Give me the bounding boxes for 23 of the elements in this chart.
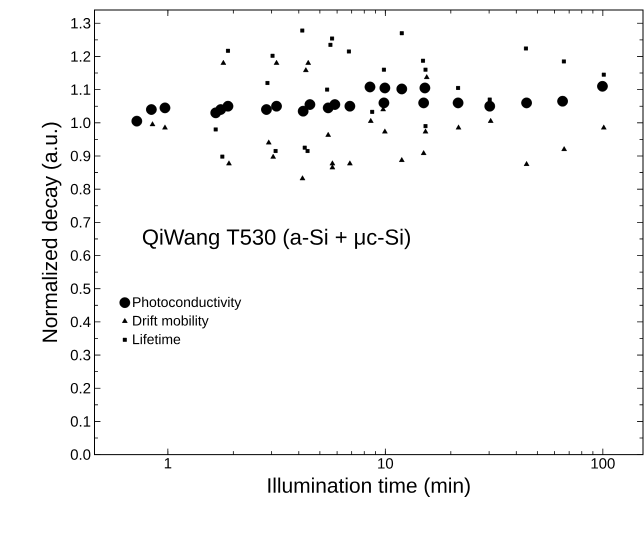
- legend-label: Drift mobility: [133, 315, 209, 328]
- y-tick-label: 0.4: [70, 316, 91, 328]
- y-tick-label: 0.7: [70, 217, 90, 228]
- y-tick-label: 0.6: [70, 250, 90, 261]
- x-tick-label: 10: [378, 458, 394, 469]
- y-tick-label: 1.2: [71, 51, 90, 62]
- x-tick-label: 100: [592, 458, 615, 469]
- y-tick-label: 1.0: [71, 118, 90, 128]
- legend-label: Photoconductivity: [133, 296, 242, 310]
- y-tick-label: 0.0: [70, 449, 90, 460]
- legend-label: Lifetime: [133, 334, 180, 344]
- annotation: QiWang T530 (a-Si + μc-Si): [142, 228, 410, 250]
- x-axis-title: Illumination time (min): [268, 478, 470, 498]
- y-tick-label: 0.8: [70, 184, 90, 194]
- y-tick-label: 0.9: [70, 150, 90, 162]
- y-tick-label: 1.1: [71, 84, 90, 95]
- y-tick-label: 0.1: [70, 416, 90, 427]
- y-tick-label: 1.3: [71, 18, 90, 29]
- x-tick-label: 1: [164, 458, 172, 468]
- y-tick-label: 0.5: [70, 283, 90, 294]
- y-tick-label: 0.3: [70, 350, 90, 360]
- y-axis-title: Normalized decay (a.u.): [42, 122, 62, 342]
- y-tick-label: 0.2: [70, 382, 90, 394]
